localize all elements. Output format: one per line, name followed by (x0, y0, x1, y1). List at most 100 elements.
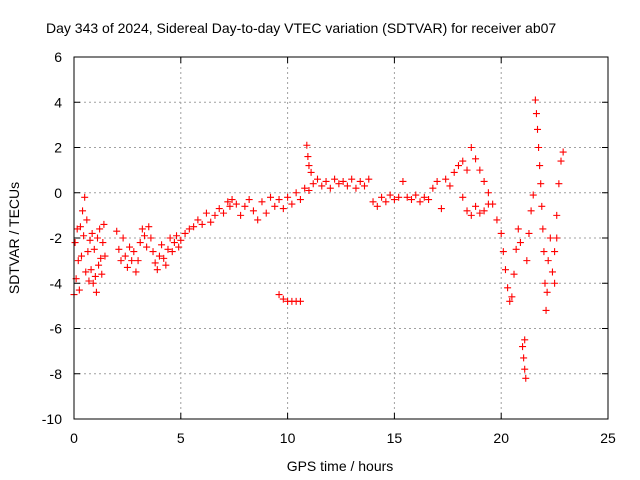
chart-title: Day 343 of 2024, Sidereal Day-to-day VTE… (46, 20, 556, 36)
data-point (271, 202, 279, 210)
data-point (101, 252, 109, 260)
data-point (254, 216, 262, 224)
data-point (551, 248, 559, 256)
data-point (544, 257, 552, 265)
data-point (301, 184, 309, 192)
x-tick-label: 0 (70, 430, 78, 446)
data-point (258, 198, 266, 206)
data-point (279, 205, 287, 213)
data-point (71, 239, 79, 247)
data-point (521, 365, 529, 373)
data-point (309, 180, 317, 188)
data-point (546, 234, 554, 242)
y-tick-label: -8 (50, 366, 63, 382)
data-point (145, 223, 153, 231)
data-point (117, 257, 125, 265)
data-point (267, 193, 275, 201)
data-point (123, 263, 131, 271)
data-point (177, 236, 185, 244)
data-point (536, 162, 544, 170)
data-point (553, 234, 561, 242)
data-point (407, 196, 415, 204)
data-point (467, 144, 475, 151)
data-point (185, 225, 193, 233)
data-point (151, 259, 159, 267)
data-point (88, 229, 96, 237)
data-point (279, 295, 287, 303)
data-point (551, 279, 559, 287)
data-point (77, 252, 85, 260)
data-point (543, 288, 551, 296)
data-point (83, 216, 91, 224)
x-tick-label: 10 (280, 430, 296, 446)
data-point (538, 202, 546, 210)
data-point (522, 374, 530, 382)
y-tick-label: -4 (50, 275, 63, 291)
data-point (79, 207, 87, 215)
data-point (95, 261, 103, 269)
plot-frame (73, 56, 609, 420)
data-point (510, 270, 518, 278)
data-point (523, 257, 531, 265)
data-point (459, 157, 467, 165)
data-point (506, 297, 514, 305)
data-point (76, 223, 84, 231)
data-point (437, 205, 445, 213)
data-point (521, 336, 529, 344)
data-point (74, 257, 82, 265)
data-point (339, 177, 347, 185)
data-point (450, 168, 458, 176)
data-point (138, 225, 146, 233)
data-point (442, 175, 450, 183)
data-point (181, 229, 189, 237)
data-point (241, 202, 249, 210)
data-point (80, 232, 88, 240)
y-tick-label: 4 (54, 94, 62, 110)
data-point (304, 153, 312, 161)
data-point (228, 196, 236, 204)
data-point (420, 193, 428, 201)
data-point (412, 191, 420, 199)
data-point (115, 245, 123, 253)
data-point (75, 286, 83, 294)
data-point (128, 257, 136, 265)
data-point (516, 239, 524, 247)
data-point (463, 166, 471, 174)
data-point (84, 248, 92, 256)
data-point (224, 198, 232, 206)
x-tick-labels: 0 5 10 15 20 25 (70, 430, 616, 446)
data-point (207, 218, 215, 226)
data-point (472, 155, 480, 163)
y-tick-label: -2 (50, 230, 63, 246)
y-tick-label: 6 (54, 49, 62, 65)
data-point (147, 234, 155, 242)
data-point (140, 232, 148, 240)
data-point (454, 162, 462, 170)
data-point (476, 166, 484, 174)
data-marks (70, 96, 567, 382)
data-point (476, 209, 484, 217)
data-point (292, 189, 300, 197)
data-point (305, 162, 313, 170)
data-point (360, 182, 368, 190)
data-point (262, 209, 270, 217)
data-point (100, 220, 108, 228)
data-point (463, 207, 471, 215)
data-point (520, 354, 528, 362)
data-point (155, 252, 163, 260)
data-point (232, 200, 240, 208)
data-point (288, 200, 296, 208)
data-point (97, 254, 105, 262)
data-point (534, 125, 542, 133)
data-point (136, 239, 144, 247)
data-point (113, 227, 121, 235)
data-point (160, 254, 168, 262)
data-point (226, 202, 234, 210)
data-point (557, 157, 565, 165)
data-point (170, 239, 178, 247)
data-point (149, 248, 157, 256)
data-point (237, 211, 245, 219)
data-point (527, 207, 535, 215)
data-point (555, 180, 563, 188)
data-point (399, 177, 407, 185)
